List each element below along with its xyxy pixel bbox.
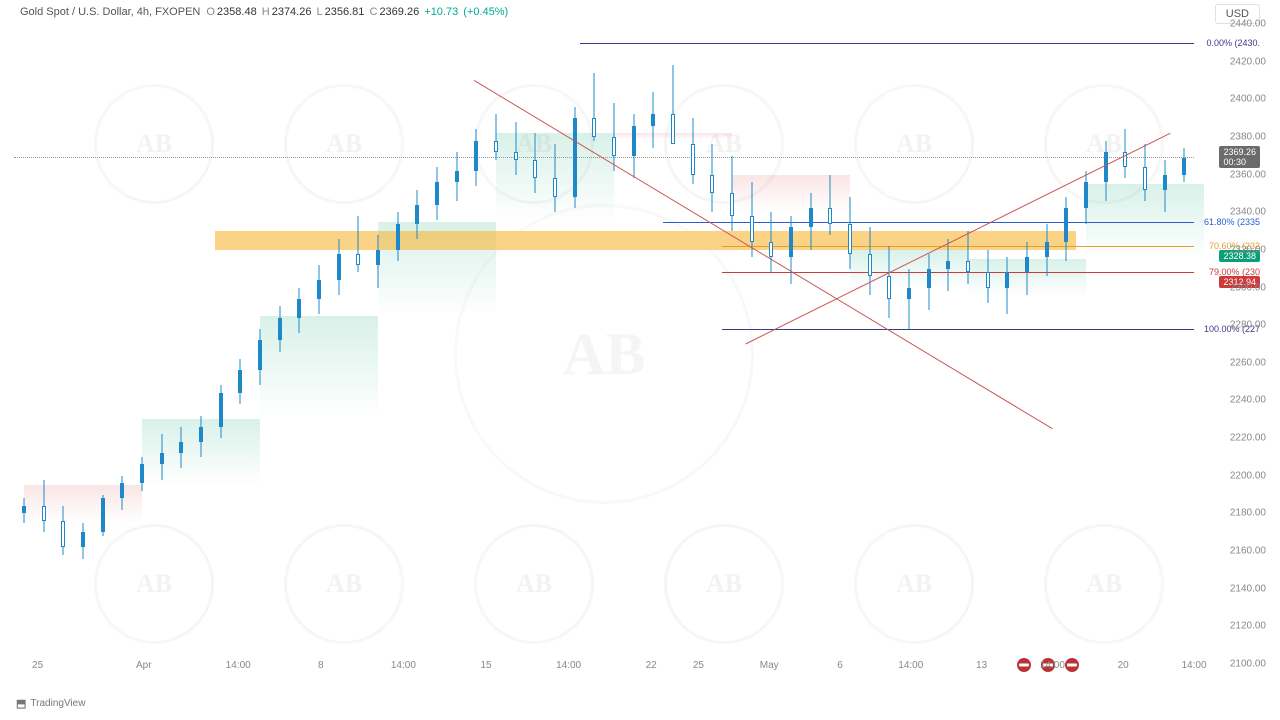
x-tick: 20	[1118, 660, 1129, 671]
fib-line[interactable]	[663, 222, 1194, 223]
y-tick: 2260.00	[1230, 357, 1266, 368]
x-tick: 6	[837, 660, 843, 671]
y-tick: 2420.00	[1230, 56, 1266, 67]
y-tick: 2280.00	[1230, 320, 1266, 331]
y-tick: 2380.00	[1230, 131, 1266, 142]
watermark: AB	[854, 84, 974, 204]
ohlc-readout: O2358.48 H2374.26 L2356.81 C2369.26 +10.…	[206, 6, 510, 18]
watermark: AB	[474, 524, 594, 644]
fib-line[interactable]	[722, 272, 1194, 273]
y-tick: 2180.00	[1230, 508, 1266, 519]
y-tick: 2140.00	[1230, 583, 1266, 594]
tradingview-logo: ⬒ TradingView	[16, 697, 85, 710]
watermark: AB	[284, 84, 404, 204]
price-chart[interactable]: ABABABABABABABABABABABABAB0.00% (2430.61…	[14, 24, 1194, 664]
y-tick: 2120.00	[1230, 621, 1266, 632]
x-tick: 14:00	[1040, 660, 1065, 671]
x-tick: Apr	[136, 660, 152, 671]
y-tick: 2160.00	[1230, 546, 1266, 557]
watermark: AB	[94, 524, 214, 644]
x-tick: 14:00	[1181, 660, 1206, 671]
x-tick: 8	[318, 660, 324, 671]
y-axis: 2100.002120.002140.002160.002180.002200.…	[1206, 24, 1266, 664]
y-tick: 2440.00	[1230, 19, 1266, 30]
y-tick: 2220.00	[1230, 433, 1266, 444]
x-tick: 22	[646, 660, 657, 671]
x-tick: 14:00	[898, 660, 923, 671]
x-tick: 14:00	[226, 660, 251, 671]
watermark: AB	[664, 524, 784, 644]
x-tick: 25	[32, 660, 43, 671]
y-tick: 2340.00	[1230, 207, 1266, 218]
y-tick: 2400.00	[1230, 94, 1266, 105]
y-tick: 2320.00	[1230, 244, 1266, 255]
indicator-cloud	[732, 175, 850, 213]
last-price-line	[14, 157, 1194, 158]
fib-line[interactable]	[580, 43, 1194, 44]
y-tick: 2240.00	[1230, 395, 1266, 406]
fib-line[interactable]	[722, 329, 1194, 330]
x-tick: 25	[693, 660, 704, 671]
watermark: AB	[854, 524, 974, 644]
watermark: AB	[1044, 524, 1164, 644]
watermark: AB	[94, 84, 214, 204]
x-tick: 15	[480, 660, 491, 671]
symbol-title: Gold Spot / U.S. Dollar, 4h, FXOPEN	[20, 6, 200, 18]
x-tick: 14:00	[391, 660, 416, 671]
y-tick: 2100.00	[1230, 659, 1266, 670]
y-tick: 2360.00	[1230, 169, 1266, 180]
x-tick: 14:00	[556, 660, 581, 671]
x-tick: 13	[976, 660, 987, 671]
x-axis: 25 Apr 14:00 8 14:00 15 14:00 22 25 May 6 14:00 13 14…	[14, 660, 1194, 680]
y-tick: 2200.00	[1230, 470, 1266, 481]
y-tick: 2300.00	[1230, 282, 1266, 293]
x-tick: May	[760, 660, 779, 671]
watermark: AB	[284, 524, 404, 644]
